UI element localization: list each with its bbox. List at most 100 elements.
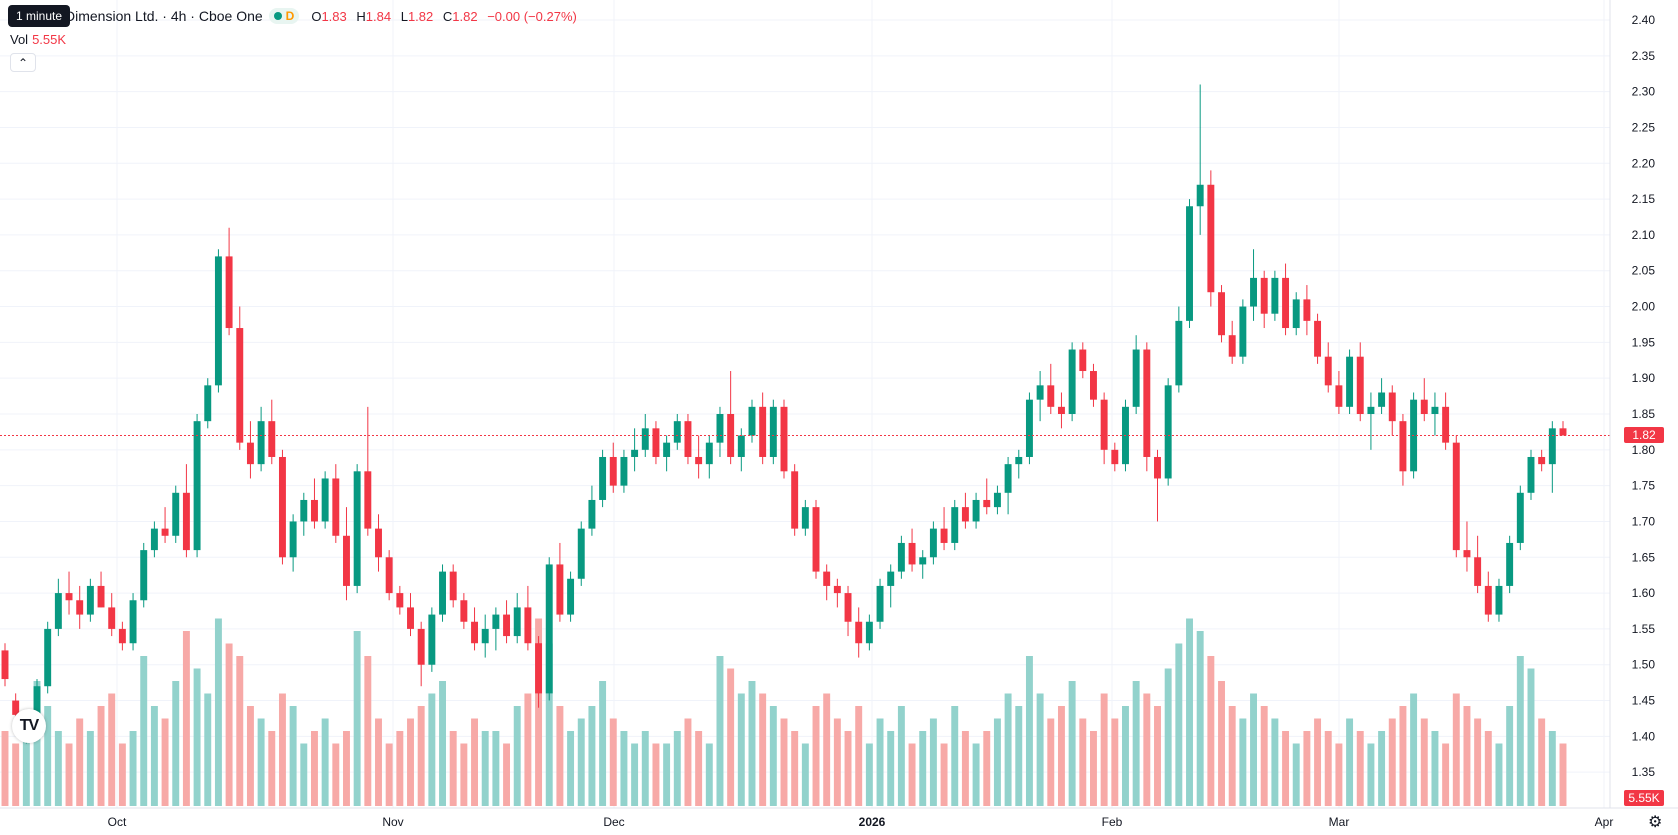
candle bbox=[321, 471, 329, 529]
candle-body bbox=[140, 550, 148, 601]
volume-bar bbox=[503, 743, 511, 806]
candle bbox=[1100, 392, 1108, 465]
candle bbox=[780, 399, 788, 479]
candle-body bbox=[471, 621, 479, 644]
volume-bar bbox=[801, 743, 809, 806]
volume-bar bbox=[887, 731, 895, 806]
candle-body bbox=[1346, 356, 1354, 407]
candle-body bbox=[257, 421, 265, 465]
volume-bar bbox=[961, 731, 969, 806]
candle bbox=[1516, 485, 1524, 551]
volume-bar bbox=[460, 743, 468, 806]
volume-label[interactable]: Vol bbox=[10, 32, 29, 47]
time-axis[interactable]: Oct Nov Dec 2026 Feb Mar Apr bbox=[108, 815, 1614, 829]
volume-bar bbox=[673, 731, 681, 806]
candle bbox=[1335, 371, 1343, 414]
candle bbox=[353, 464, 361, 594]
candle-body bbox=[897, 542, 905, 572]
candle-body bbox=[663, 442, 671, 457]
time-tick-label: Feb bbox=[1102, 815, 1123, 829]
volume-bar bbox=[417, 706, 425, 806]
candle bbox=[759, 392, 767, 465]
candle bbox=[1292, 292, 1300, 336]
candle-body bbox=[823, 571, 831, 586]
candle bbox=[1484, 571, 1492, 622]
open-label: O bbox=[311, 8, 322, 24]
candle-body bbox=[780, 406, 788, 472]
candle-body bbox=[1260, 277, 1268, 314]
candle-body bbox=[204, 385, 212, 422]
volume-bar bbox=[225, 643, 233, 806]
candle bbox=[129, 593, 137, 651]
candle-body bbox=[631, 449, 639, 457]
volume-bar bbox=[983, 731, 991, 806]
collapse-legend-button[interactable]: ⌃ bbox=[10, 53, 36, 72]
candle bbox=[150, 521, 158, 558]
tradingview-logo-icon[interactable]: TV bbox=[12, 709, 46, 743]
candle bbox=[310, 478, 318, 529]
candle bbox=[673, 414, 681, 450]
volume-bar bbox=[140, 656, 148, 806]
volume-bar bbox=[1186, 618, 1193, 806]
symbol-title[interactable]: Dimension Ltd. · 4h · Cboe One bbox=[65, 8, 263, 24]
volume-bar bbox=[1495, 743, 1503, 806]
candle-body bbox=[289, 521, 297, 558]
candle-body bbox=[801, 507, 809, 529]
candle bbox=[385, 550, 393, 601]
volume-bar bbox=[524, 693, 532, 806]
candle-body bbox=[545, 564, 553, 694]
volume-bar bbox=[1132, 681, 1140, 806]
volume-bar bbox=[1410, 693, 1418, 806]
volume-bar bbox=[545, 643, 553, 806]
candle-body bbox=[1484, 585, 1492, 615]
volume-bar bbox=[97, 706, 105, 806]
candle bbox=[417, 621, 425, 687]
volume-bar bbox=[236, 656, 244, 806]
volume-bar bbox=[535, 618, 543, 806]
candle bbox=[172, 485, 180, 543]
volume-bar bbox=[204, 693, 212, 806]
price-axis[interactable]: 2.40 2.35 2.30 2.25 2.20 2.15 2.10 2.05 2.00 1.95… bbox=[1632, 13, 1656, 779]
candle-body bbox=[1068, 349, 1076, 414]
volume-bar bbox=[791, 731, 799, 806]
candle bbox=[1164, 378, 1172, 486]
volume-bar bbox=[1282, 731, 1290, 806]
volume-bar bbox=[1335, 743, 1343, 806]
candle-body bbox=[449, 571, 457, 601]
candle bbox=[332, 464, 340, 543]
candle-body bbox=[1431, 406, 1439, 414]
volume-bar bbox=[12, 743, 20, 806]
market-open-dot-icon bbox=[273, 12, 282, 20]
candle bbox=[161, 507, 169, 543]
volume-bar bbox=[1367, 743, 1375, 806]
candle-body bbox=[1506, 542, 1514, 586]
candle bbox=[1431, 392, 1439, 436]
volume-bar bbox=[1548, 731, 1556, 806]
candle-body bbox=[1292, 299, 1300, 329]
volume-bar bbox=[1218, 681, 1225, 806]
volume-bar bbox=[108, 693, 116, 806]
volume-bar bbox=[1378, 731, 1386, 806]
candle-body bbox=[972, 499, 980, 522]
volume-bar bbox=[86, 731, 94, 806]
market-status[interactable]: D bbox=[268, 8, 300, 24]
price-tick-label: 1.55 bbox=[1632, 622, 1656, 636]
candle bbox=[897, 535, 905, 579]
volume-bar bbox=[449, 731, 457, 806]
candle bbox=[556, 542, 564, 622]
candle-body bbox=[1186, 206, 1193, 321]
candle-body bbox=[33, 686, 41, 723]
candle bbox=[1047, 363, 1055, 414]
gear-icon[interactable]: ⚙ bbox=[1648, 814, 1663, 831]
candle bbox=[887, 564, 895, 608]
price-tick-label: 1.85 bbox=[1632, 407, 1656, 421]
candle bbox=[268, 399, 276, 465]
candle-body bbox=[1207, 184, 1215, 293]
candle-body bbox=[364, 471, 372, 529]
volume-bar bbox=[940, 743, 948, 806]
candle bbox=[876, 578, 884, 629]
volume-bar bbox=[812, 706, 820, 806]
last-price-tag: 1.82 bbox=[1624, 427, 1664, 444]
price-tick-label: 1.50 bbox=[1632, 658, 1656, 672]
